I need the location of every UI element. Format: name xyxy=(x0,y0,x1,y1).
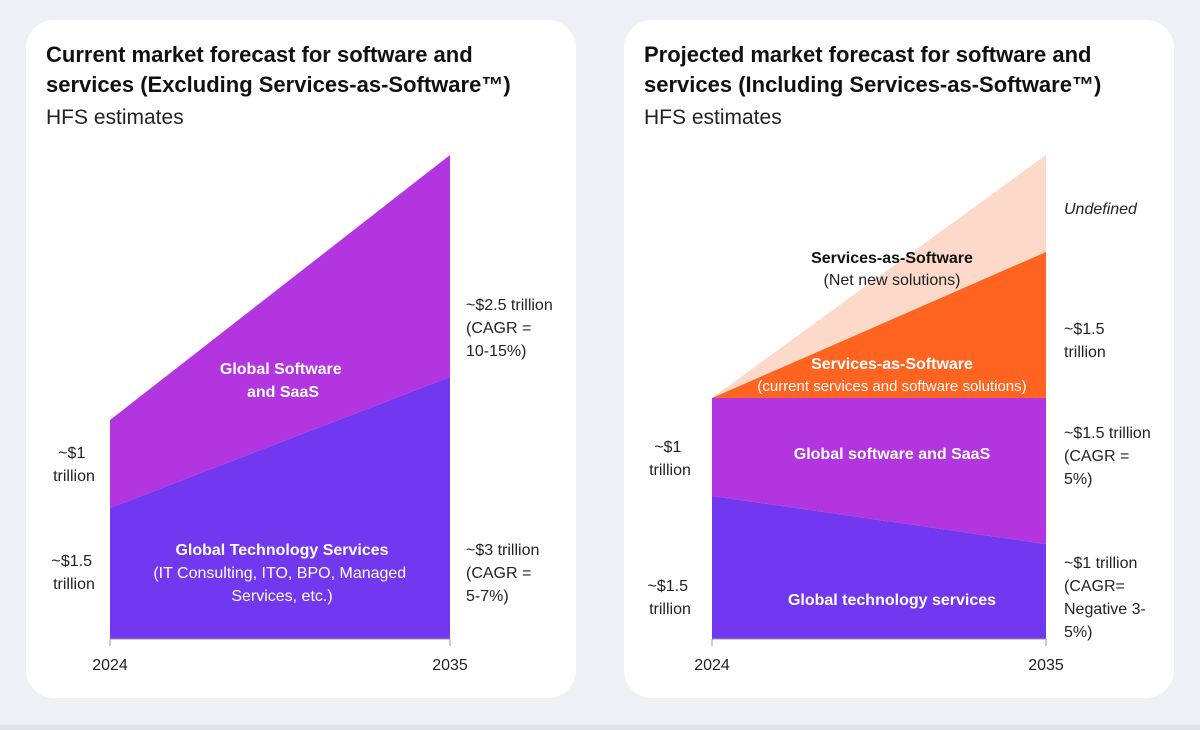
projected-forecast-chart: 2024 2035 Services-as-Software (Net new … xyxy=(648,155,1155,674)
card-title: Projected market forecast for software a… xyxy=(644,42,1102,97)
current-saas-label: Services-as-Software xyxy=(811,356,973,373)
software-start-annotation: ~$1 trillion xyxy=(53,445,95,485)
services-area-label: Global Technology Services xyxy=(175,542,388,559)
services-area-label: Global technology services xyxy=(788,592,996,609)
services-end-annotation: ~$1 trillion (CAGR= Negative 3- 5%) xyxy=(1064,555,1150,641)
net-new-saas-area xyxy=(712,155,1046,398)
software-area-label: Global software and SaaS xyxy=(794,446,991,463)
current-saas-end-annotation: ~$1.5 trillion xyxy=(1064,321,1109,361)
footer-strip xyxy=(0,725,1200,730)
services-end-annotation: ~$3 trillion (CAGR = 5-7%) xyxy=(466,542,544,605)
x-tick-label-2024: 2024 xyxy=(92,657,128,674)
current-forecast-card: 2024 2035 Global Software and SaaS Globa… xyxy=(26,20,576,698)
net-new-end-annotation: Undefined xyxy=(1064,201,1138,218)
software-area xyxy=(712,398,1046,544)
x-tick-label-2035: 2035 xyxy=(432,657,468,674)
card-subtitle: HFS estimates xyxy=(46,106,184,129)
card-subtitle: HFS estimates xyxy=(644,106,782,129)
services-area-detail: (IT Consulting, ITO, BPO, Managed Servic… xyxy=(153,565,410,605)
x-tick-label-2024: 2024 xyxy=(694,657,730,674)
software-end-annotation: ~$1.5 trillion (CAGR = 5%) xyxy=(1064,425,1155,488)
x-tick-label-2035: 2035 xyxy=(1028,657,1064,674)
projected-forecast-card: 2024 2035 Services-as-Software (Net new … xyxy=(624,20,1174,698)
current-forecast-chart: 2024 2035 Global Software and SaaS Globa… xyxy=(52,155,557,674)
software-end-annotation: ~$2.5 trillion (CAGR = 10-15%) xyxy=(466,297,557,360)
net-new-saas-detail: (Net new solutions) xyxy=(824,272,961,289)
services-start-annotation: ~$1.5 trillion xyxy=(52,553,97,593)
current-saas-detail: (current services and software solutions… xyxy=(757,378,1026,395)
services-area xyxy=(712,496,1046,639)
software-start-annotation: ~$1 trillion xyxy=(649,439,691,479)
current-saas-area xyxy=(712,252,1046,398)
services-start-annotation: ~$1.5 trillion xyxy=(648,578,693,618)
card-title: Current market forecast for software and… xyxy=(46,42,511,97)
software-area xyxy=(110,155,450,508)
net-new-saas-label: Services-as-Software xyxy=(811,250,973,267)
software-area-label: Global Software and SaaS xyxy=(220,361,346,401)
services-area xyxy=(110,377,450,639)
